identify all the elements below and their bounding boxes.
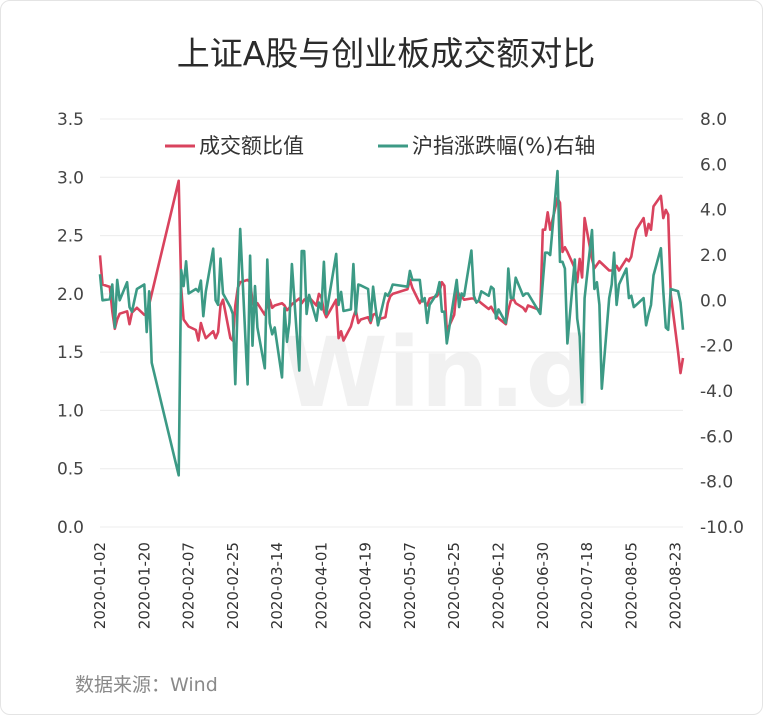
right-tick-label: -4.0 — [700, 382, 733, 402]
series-layer — [98, 169, 685, 477]
right-tick-label: 8.0 — [700, 110, 727, 130]
legend: 成交额比值 沪指涨跌幅(%)右轴 — [165, 134, 595, 158]
legend-label-index: 沪指涨跌幅(%)右轴 — [412, 134, 595, 158]
x-tick-label: 2020-04-19 — [357, 542, 375, 629]
legend-label-ratio: 成交额比值 — [199, 134, 304, 158]
x-tick-label: 2020-02-25 — [224, 542, 242, 629]
left-tick-label: 1.0 — [57, 401, 84, 421]
right-tick-label: 4.0 — [700, 201, 727, 221]
x-axis: 2020-01-02 2020-01-20 2020-02-07 2020-02-25… — [91, 542, 685, 629]
source-value: Wind — [170, 674, 218, 696]
right-tick-label: -2.0 — [700, 337, 733, 357]
x-tick-label: 2020-01-20 — [135, 542, 153, 629]
source-label: 数据来源： — [75, 674, 171, 696]
watermark: Win.d — [282, 317, 594, 429]
right-tick-label: -10.0 — [700, 518, 744, 538]
x-tick-label: 2020-08-05 — [622, 542, 640, 629]
right-tick-label: 6.0 — [700, 155, 727, 175]
left-tick-label: 3.0 — [57, 168, 84, 188]
right-tick-label: -6.0 — [700, 427, 733, 447]
data-source: 数据来源：Wind — [75, 670, 218, 697]
chart-title: 上证A股与创业板成交额对比 — [177, 34, 596, 73]
x-tick-label: 2020-05-25 — [445, 542, 463, 629]
series-line-index — [98, 169, 685, 477]
x-tick-label: 2020-04-01 — [312, 542, 330, 629]
left-tick-label: 0.5 — [57, 460, 84, 480]
right-axis: -10.0 -8.0 -6.0 -4.0 -2.0 0.0 2.0 4.0 6.0 8.0 — [700, 110, 744, 538]
right-tick-label: 0.0 — [700, 291, 727, 311]
left-tick-label: 2.5 — [57, 227, 84, 247]
left-tick-label: 0.0 — [57, 518, 84, 538]
x-tick-label: 2020-07-18 — [578, 542, 596, 629]
right-tick-label: -8.0 — [700, 473, 733, 493]
left-axis: 0.0 0.5 1.0 1.5 2.0 2.5 3.0 3.5 — [57, 110, 84, 538]
x-tick-label: 2020-05-07 — [401, 542, 419, 629]
x-tick-label: 2020-06-30 — [534, 542, 552, 629]
left-tick-label: 3.5 — [57, 110, 84, 130]
x-tick-label: 2020-02-07 — [180, 542, 198, 629]
x-tick-label: 2020-01-02 — [91, 542, 109, 629]
left-tick-label: 2.0 — [57, 285, 84, 305]
x-tick-label: 2020-08-23 — [667, 542, 685, 629]
x-tick-label: 2020-03-14 — [268, 542, 286, 629]
x-tick-label: 2020-06-12 — [490, 542, 508, 629]
right-tick-label: 2.0 — [700, 246, 727, 266]
left-tick-label: 1.5 — [57, 343, 84, 363]
